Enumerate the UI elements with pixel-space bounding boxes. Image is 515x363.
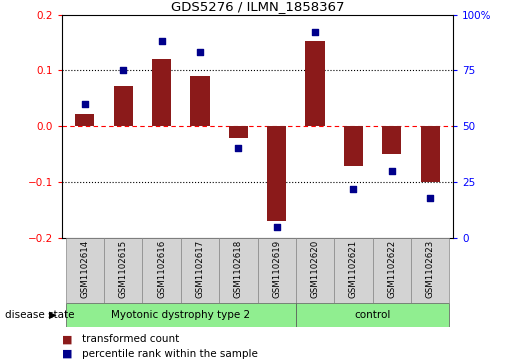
Text: ■: ■ bbox=[62, 349, 72, 359]
Bar bbox=[296, 238, 334, 303]
Bar bbox=[373, 238, 411, 303]
Point bbox=[426, 195, 434, 200]
Bar bbox=[181, 238, 219, 303]
Point bbox=[196, 50, 204, 56]
Point bbox=[234, 146, 243, 151]
Text: GSM1102617: GSM1102617 bbox=[195, 240, 204, 298]
Text: disease state: disease state bbox=[5, 310, 75, 320]
Bar bbox=[382, 126, 401, 154]
Bar bbox=[65, 303, 296, 327]
Text: GSM1102618: GSM1102618 bbox=[234, 240, 243, 298]
Point bbox=[349, 186, 357, 192]
Bar bbox=[411, 238, 450, 303]
Text: GSM1102619: GSM1102619 bbox=[272, 240, 281, 298]
Text: GSM1102620: GSM1102620 bbox=[311, 240, 320, 298]
Bar bbox=[229, 126, 248, 138]
Text: GSM1102615: GSM1102615 bbox=[118, 240, 128, 298]
Bar bbox=[296, 303, 450, 327]
Bar bbox=[142, 238, 181, 303]
Bar bbox=[65, 238, 104, 303]
Point bbox=[81, 101, 89, 107]
Text: GSM1102621: GSM1102621 bbox=[349, 240, 358, 298]
Text: ▶: ▶ bbox=[49, 310, 57, 320]
Text: GSM1102614: GSM1102614 bbox=[80, 240, 89, 298]
Bar bbox=[219, 238, 258, 303]
Text: percentile rank within the sample: percentile rank within the sample bbox=[82, 349, 259, 359]
Bar bbox=[344, 126, 363, 166]
Text: control: control bbox=[354, 310, 391, 320]
Text: Myotonic dystrophy type 2: Myotonic dystrophy type 2 bbox=[111, 310, 250, 320]
Bar bbox=[267, 126, 286, 221]
Bar bbox=[421, 126, 440, 182]
Point bbox=[311, 29, 319, 35]
Bar bbox=[305, 41, 324, 126]
Point bbox=[388, 168, 396, 174]
Point bbox=[272, 224, 281, 229]
Text: transformed count: transformed count bbox=[82, 334, 180, 344]
Bar bbox=[191, 76, 210, 126]
Bar bbox=[258, 238, 296, 303]
Bar bbox=[75, 114, 94, 126]
Title: GDS5276 / ILMN_1858367: GDS5276 / ILMN_1858367 bbox=[171, 0, 344, 13]
Point bbox=[158, 38, 166, 44]
Bar bbox=[114, 86, 133, 126]
Bar bbox=[334, 238, 373, 303]
Bar bbox=[152, 59, 171, 126]
Text: GSM1102623: GSM1102623 bbox=[426, 240, 435, 298]
Point bbox=[119, 68, 127, 73]
Text: ■: ■ bbox=[62, 334, 72, 344]
Bar bbox=[104, 238, 142, 303]
Text: GSM1102616: GSM1102616 bbox=[157, 240, 166, 298]
Text: GSM1102622: GSM1102622 bbox=[387, 240, 397, 298]
